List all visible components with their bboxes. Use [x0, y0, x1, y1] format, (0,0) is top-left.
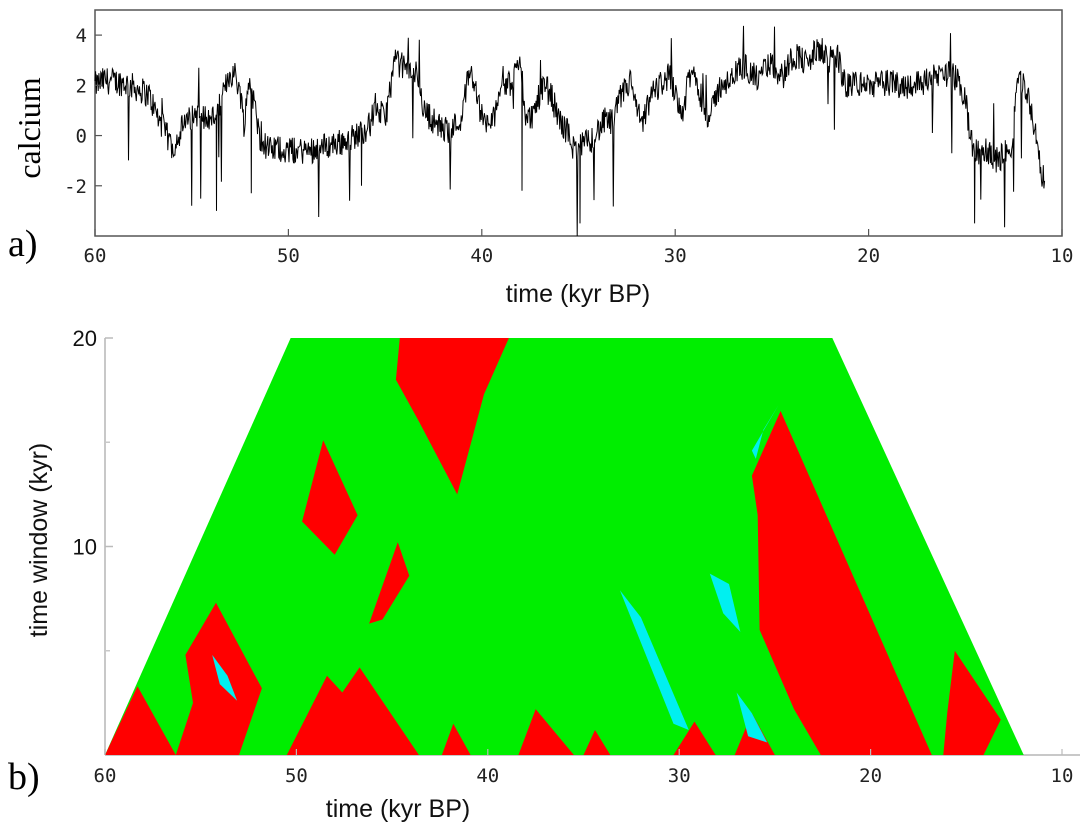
y-tick-label-a: 2 [76, 75, 87, 97]
panel-label-b: b) [8, 756, 40, 798]
heatmap-region-red [583, 730, 611, 755]
heatmap-region-red [751, 411, 932, 755]
heatmap-region-cyan [709, 573, 741, 632]
y-tick-label-a: 4 [76, 25, 87, 47]
calcium-series-line [94, 25, 1046, 237]
x-tick-label-b: 20 [859, 765, 882, 787]
x-tick-label-b: 40 [476, 765, 499, 787]
y-axis-title-b: time window (kyr) [25, 443, 53, 637]
heatmap-region-red [441, 723, 471, 755]
heatmap-region-red [286, 667, 419, 755]
x-tick-label-a: 50 [277, 245, 300, 267]
panel-b: 60 50 40 30 20 10 20 10 time (kyr BP) time window… [8, 326, 1080, 823]
heatmap-region-red [943, 650, 1001, 755]
heatmap-region-red [518, 709, 574, 755]
x-tick-label-a: 60 [84, 245, 107, 267]
y-tick-label-b: 20 [73, 326, 97, 351]
panel-label-a: a) [8, 223, 38, 265]
heatmap-region-red [395, 338, 509, 495]
x-tick-label-a: 30 [664, 245, 687, 267]
heatmap-region-red [302, 440, 358, 555]
x-axis-title-b: time (kyr BP) [326, 795, 470, 823]
x-tick-label-b: 60 [94, 765, 117, 787]
heatmap-region-cyan [751, 404, 779, 459]
heatmap-regions [105, 338, 1001, 755]
x-tick-label-a: 20 [857, 245, 880, 267]
heatmap-region-cyan [619, 590, 689, 730]
x-axis-title-a: time (kyr BP) [506, 280, 650, 308]
x-tick-label-b: 10 [1051, 765, 1074, 787]
heatmap-region-cyan [212, 654, 238, 701]
y-axis-title-a: calcium [11, 77, 47, 178]
x-tick-label-a: 10 [1051, 245, 1074, 267]
plot-frame-a [94, 9, 1063, 237]
heatmap-region-red [105, 686, 176, 755]
y-tick-label-a: 0 [76, 126, 87, 148]
x-tick-label-b: 30 [668, 765, 691, 787]
x-tick-label-a: 40 [470, 245, 493, 267]
heatmap-region-red [369, 542, 410, 624]
x-tick-label-b: 50 [285, 765, 308, 787]
y-tick-label-b: 10 [73, 535, 97, 560]
heatmap-region-red [673, 721, 716, 755]
y-tick-label-a: -2 [64, 176, 87, 198]
heatmap-region-cyan [736, 692, 768, 743]
